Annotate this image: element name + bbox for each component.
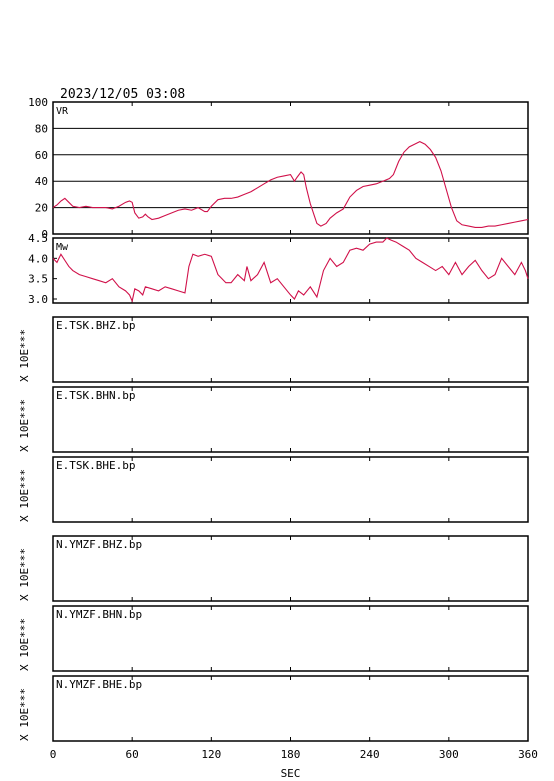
vr-panel-frame	[52, 101, 529, 235]
x-tick-label: 120	[201, 748, 221, 761]
vr-panel-label: VR	[56, 106, 69, 117]
waveform-channel-label: N.YMZF.BHE.bp	[56, 678, 142, 691]
x-tick-label: 240	[360, 748, 380, 761]
waveform-channel-label: E.TSK.BHE.bp	[56, 459, 135, 472]
x-tick-label: 360	[518, 748, 538, 761]
panels: 100 80 60 40 20 0 VR 4.5 4.0 3.5 3.0 Mw E.TSK.BHZ.bp…	[18, 96, 538, 780]
waveform-y-axis-label: X 10E***	[18, 548, 31, 601]
mw-y-tick-label: 4.0	[28, 252, 48, 265]
timestamp: 2023/12/05 03:08	[60, 87, 185, 102]
x-tick-label: 300	[439, 748, 459, 761]
mw-panel-frame	[52, 237, 529, 304]
waveform-y-axis-label: X 10E***	[18, 329, 31, 382]
mw-y-tick-label: 3.5	[28, 273, 48, 286]
x-axis-label: SEC	[281, 767, 301, 780]
waveform-channel-label: N.YMZF.BHN.bp	[56, 608, 142, 621]
vr-y-tick-label: 60	[35, 149, 48, 162]
waveform-y-axis-label: X 10E***	[18, 399, 31, 452]
vr-y-tick-label: 20	[35, 202, 48, 215]
waveform-y-axis-label: X 10E***	[18, 618, 31, 671]
waveform-channel-label: N.YMZF.BHZ.bp	[56, 538, 142, 551]
mw-series-line	[52, 237, 529, 303]
x-tick-label: 60	[126, 748, 139, 761]
vr-y-tick-label: 40	[35, 175, 48, 188]
mw-panel-label: Mw	[56, 242, 69, 253]
x-tick-label: 180	[281, 748, 301, 761]
vr-y-tick-label: 80	[35, 122, 48, 135]
vr-y-tick-label: 100	[28, 96, 48, 109]
waveform-y-axis-label: X 10E***	[18, 469, 31, 522]
mw-y-tick-label: 3.0	[28, 293, 48, 306]
vr-series-line	[52, 140, 529, 228]
x-tick-label: 0	[50, 748, 57, 761]
waveform-channel-label: E.TSK.BHZ.bp	[56, 319, 135, 332]
waveform-y-axis-label: X 10E***	[18, 688, 31, 741]
mw-y-tick-label: 4.5	[28, 232, 48, 245]
vr-y-tick-label: 0	[41, 228, 48, 241]
waveform-channel-label: E.TSK.BHN.bp	[56, 389, 135, 402]
